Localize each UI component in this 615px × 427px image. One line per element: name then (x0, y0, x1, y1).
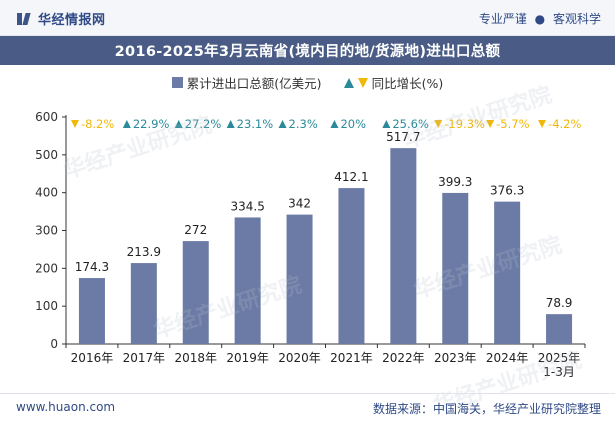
bar (390, 148, 417, 344)
growth-up-marker (174, 120, 183, 128)
growth-label: 22.9% (133, 117, 170, 131)
growth-up-marker (382, 120, 391, 128)
growth-up-marker (330, 120, 339, 128)
x-tick-label: 2021年 (330, 351, 373, 365)
slogan-right: 客观科学 (552, 12, 601, 26)
brand-logo-icon (16, 11, 32, 27)
y-tick-label: 100 (35, 299, 58, 313)
bar (286, 214, 313, 344)
x-tick-label: 2016年 (71, 351, 114, 365)
growth-down-marker (486, 120, 495, 128)
chart-legend: 累计进出口总额(亿美元) 同比增长(%) (0, 73, 615, 92)
x-tick-label: 2019年 (226, 351, 269, 365)
y-tick-label: 600 (35, 110, 58, 124)
bar-value-label: 376.3 (490, 184, 524, 198)
bar-value-label: 78.9 (546, 296, 573, 310)
footer-website-link[interactable]: www.huaon.com (16, 400, 116, 414)
legend-item-growth: 同比增长(%) (343, 73, 444, 92)
title-bar: 2016-2025年3月云南省(境内目的地/货源地)进出口总额 (0, 36, 615, 65)
bar (442, 192, 469, 344)
bar-value-label: 213.9 (127, 245, 161, 259)
x-tick-label: 2025年 (538, 351, 581, 365)
y-tick-label: 300 (35, 224, 58, 238)
slogan-dot: ● (534, 12, 546, 26)
growth-label: 20% (340, 117, 366, 131)
chart-title: 2016-2025年3月云南省(境内目的地/货源地)进出口总额 (114, 44, 501, 60)
bar (494, 201, 521, 344)
footer-source: 数据来源：中国海关，华经产业研究院整理 (372, 402, 601, 416)
y-tick-label: 400 (35, 186, 58, 200)
growth-label: 23.1% (237, 117, 274, 131)
legend-label-growth: 同比增长(%) (371, 76, 444, 91)
growth-label: -4.2% (548, 117, 581, 131)
growth-down-marker (434, 120, 443, 128)
brand[interactable]: 华经情报网 (16, 9, 106, 28)
x-tick-label: 2023年 (434, 351, 477, 365)
legend-item-total: 累计进出口总额(亿美元) (171, 73, 322, 92)
growth-label: 25.6% (392, 117, 429, 131)
x-tick-label: 2024年 (486, 351, 529, 365)
legend-bar-swatch-icon (171, 77, 183, 88)
bar-value-label: 399.3 (438, 175, 472, 189)
brand-name: 华经情报网 (38, 13, 106, 28)
top-header: 华经情报网 专业严谨 ● 客观科学 (0, 0, 615, 36)
y-tick-label: 0 (50, 337, 58, 351)
growth-label: -19.3% (444, 117, 485, 131)
bar (546, 314, 573, 344)
legend-triangle-down-icon (357, 77, 368, 88)
bar-value-label: 334.5 (230, 199, 264, 213)
growth-up-marker (278, 120, 287, 128)
x-tick-label: 1-3月 (543, 365, 575, 379)
growth-up-marker (226, 120, 235, 128)
x-tick-label: 2017年 (123, 351, 166, 365)
growth-label: -5.7% (496, 117, 529, 131)
x-tick-label: 2020年 (278, 351, 321, 365)
bar-value-label: 272 (184, 223, 207, 237)
growth-label: 27.2% (185, 117, 222, 131)
bar (78, 278, 105, 344)
growth-down-marker (538, 120, 547, 128)
bar (182, 241, 209, 344)
x-tick-label: 2018年 (174, 351, 217, 365)
growth-label: -8.2% (81, 117, 114, 131)
bar (130, 263, 157, 344)
bar-value-label: 412.1 (334, 170, 368, 184)
x-tick-label: 2022年 (382, 351, 425, 365)
slogan: 专业严谨 ● 客观科学 (479, 10, 601, 27)
growth-up-marker (122, 120, 131, 128)
growth-down-marker (70, 120, 79, 128)
footer-divider (0, 393, 615, 394)
growth-label: 2.3% (289, 117, 318, 131)
bar (338, 188, 365, 344)
bar-value-label: 342 (288, 197, 311, 211)
bar-value-label: 517.7 (386, 130, 420, 144)
bar-value-label: 174.3 (75, 260, 109, 274)
y-tick-label: 500 (35, 148, 58, 162)
slogan-left: 专业严谨 (478, 12, 527, 26)
legend-triangle-up-icon (343, 77, 354, 88)
y-tick-label: 200 (35, 261, 58, 275)
bar (234, 217, 261, 344)
legend-label-total: 累计进出口总额(亿美元) (186, 76, 322, 91)
